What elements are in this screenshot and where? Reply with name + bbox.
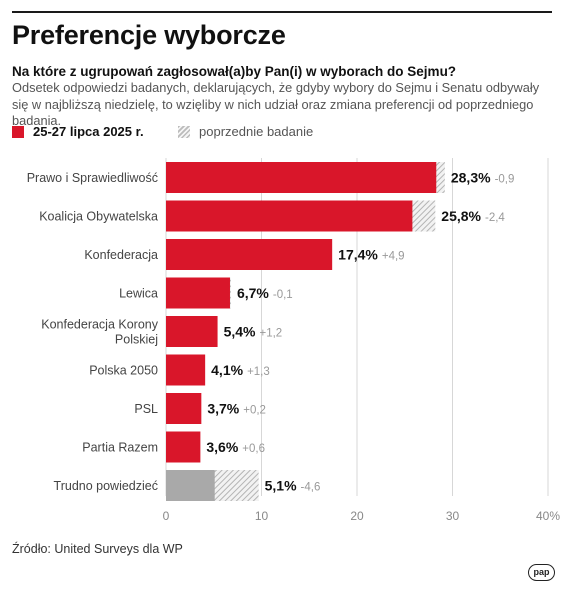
chart-title: Preferencje wyborcze [12, 20, 286, 50]
legend-item-current: 25-27 lipca 2025 r. [12, 124, 144, 139]
change-label: +0,2 [243, 405, 266, 417]
change-label: +4,9 [382, 251, 405, 263]
change-label: -4,6 [301, 482, 321, 494]
value-label: 3,6% [206, 439, 238, 455]
category-label: Prawo i Sprawiedliwość [27, 171, 158, 185]
category-label: Konfederacja Korony Polskiej [41, 318, 158, 347]
top-rule [12, 11, 552, 13]
value-label: 5,1% [265, 478, 297, 494]
category-label: PSL [134, 402, 158, 416]
legend-item-previous: poprzednie badanie [178, 124, 313, 139]
pap-logo: pap [528, 564, 555, 581]
bar-current [166, 200, 413, 232]
bar-current [166, 162, 437, 193]
bar-current [166, 431, 201, 463]
bar-current [166, 277, 230, 309]
value-label: 6,7% [237, 285, 269, 301]
x-tick-label: 30 [446, 509, 460, 523]
category-label: Koalicja Obywatelska [39, 210, 158, 224]
x-tick-label: 0 [163, 509, 170, 523]
value-label: 4,1% [211, 362, 243, 378]
legend-label-previous: poprzednie badanie [199, 124, 314, 139]
chart-plot: Prawo i Sprawiedliwość 28,3% -0,9 Koalicja … [0, 154, 564, 538]
value-label: 3,7% [207, 401, 239, 417]
bar-current [166, 316, 218, 347]
legend-swatch-previous [178, 125, 190, 138]
value-label: 17,4% [338, 247, 378, 263]
chart-description: Odsetek odpowiedzi badanych, deklarujący… [12, 80, 540, 128]
change-label: +0,6 [242, 443, 265, 455]
category-label: Trudno powiedzieć [54, 479, 158, 493]
change-label: +1,3 [247, 366, 270, 378]
bar-current [166, 239, 333, 270]
chart-subtitle: Na które z ugrupowań zagłosował(a)by Pan… [12, 64, 457, 79]
value-label: 25,8% [441, 208, 481, 224]
x-tick-label: 40% [536, 509, 560, 523]
category-label: Konfederacja [84, 248, 158, 262]
x-tick-label: 10 [255, 509, 269, 523]
bar-current [166, 354, 206, 386]
change-label: -0,9 [495, 174, 515, 186]
category-label: Lewica [119, 287, 158, 301]
source-note: Źródło: United Surveys dla WP [12, 542, 183, 556]
bar-current [166, 470, 215, 501]
value-label: 5,4% [224, 324, 256, 340]
bar-chart: Prawo i Sprawiedliwość 28,3% -0,9 Koalicja … [27, 158, 560, 523]
x-tick-label: 20 [350, 509, 364, 523]
change-label: +1,2 [259, 328, 282, 340]
category-label: Partia Razem [82, 441, 158, 455]
change-label: -2,4 [485, 212, 505, 224]
value-label: 28,3% [451, 170, 491, 186]
change-label: -0,1 [273, 289, 293, 301]
category-label: Polska 2050 [89, 364, 158, 378]
legend-swatch-current [12, 125, 24, 138]
bar-current [166, 393, 202, 424]
legend-label-current: 25-27 lipca 2025 r. [33, 124, 144, 139]
